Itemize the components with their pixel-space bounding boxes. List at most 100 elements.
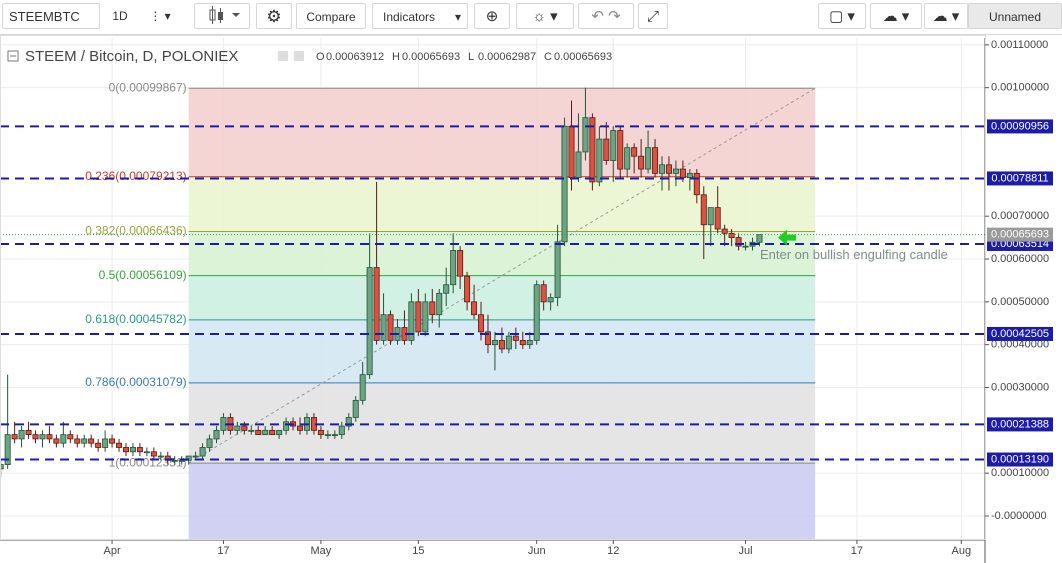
undo-redo[interactable]: ↶ ↷ xyxy=(578,3,634,29)
x-tick-label: 12 xyxy=(607,545,619,557)
candle xyxy=(122,443,129,457)
candle xyxy=(408,293,415,345)
layout-color-button[interactable]: ▢ ▾ xyxy=(818,3,866,29)
symbol-input[interactable]: STEEMBTC xyxy=(2,3,100,29)
candle xyxy=(631,143,638,174)
candle xyxy=(714,186,721,234)
candle xyxy=(471,284,478,319)
candle-body xyxy=(429,301,436,316)
candle xyxy=(129,443,136,457)
ohlc-key: H xyxy=(392,51,400,63)
candle-body xyxy=(171,459,178,462)
candle-body xyxy=(122,447,129,453)
settings-button[interactable]: ⚙ xyxy=(256,3,292,29)
candle xyxy=(380,293,387,345)
candle-body xyxy=(728,232,735,239)
candle-body xyxy=(60,434,67,444)
candle-body xyxy=(241,425,248,431)
candle xyxy=(283,417,290,435)
candle-body xyxy=(464,275,471,303)
candle xyxy=(659,156,666,191)
candle-body xyxy=(519,339,526,346)
candle xyxy=(561,117,568,247)
candle xyxy=(686,169,693,191)
candle-body xyxy=(331,434,338,437)
save-button[interactable]: ☁ ▾ xyxy=(924,3,968,29)
fib-zone xyxy=(188,382,816,464)
candle-body xyxy=(603,138,610,161)
indicators-label: Indicators xyxy=(383,10,436,24)
candle xyxy=(519,331,526,349)
candle xyxy=(547,293,554,311)
indicators-button[interactable]: Indicators ▾ xyxy=(372,3,468,29)
candle xyxy=(32,430,39,444)
candle-body xyxy=(143,451,150,454)
y-tick-label: -0.0000000 xyxy=(991,510,1047,522)
candle xyxy=(415,289,422,337)
candle xyxy=(338,421,345,439)
candle-body xyxy=(359,374,366,401)
y-tick-label: 0.00060000 xyxy=(991,253,1049,265)
candle xyxy=(116,438,123,452)
candle xyxy=(457,246,464,289)
y-tick-label: 0.00110000 xyxy=(991,39,1048,51)
fib-level-label: 0.382(0.00066436) xyxy=(85,224,186,238)
candle-body xyxy=(53,438,60,444)
candle-body xyxy=(248,429,255,432)
candle-body xyxy=(317,429,324,436)
candle-body xyxy=(693,172,700,196)
candle xyxy=(88,434,95,448)
ohlc-value: 0.00065693 xyxy=(402,51,460,63)
candle xyxy=(652,139,659,178)
candle-body xyxy=(387,314,394,341)
candle-body xyxy=(554,241,561,298)
candle xyxy=(352,396,359,422)
y-tick-label: 0.00040000 xyxy=(991,339,1049,351)
y-tick-label: 0.00050000 xyxy=(991,296,1049,308)
candle xyxy=(199,443,206,461)
candle xyxy=(533,280,540,345)
interval-menu[interactable]: ⋮ ▾ xyxy=(140,3,180,29)
candle-body xyxy=(610,130,617,161)
chart-style-button[interactable] xyxy=(194,3,250,29)
candle xyxy=(262,426,269,436)
candle-body xyxy=(700,194,707,226)
fib-zone xyxy=(188,275,816,320)
price-label: 0.00021388 xyxy=(991,418,1049,430)
candle-body xyxy=(491,339,498,346)
fullscreen-button[interactable]: ⤢ xyxy=(638,3,668,29)
layout-name-button[interactable]: Unnamed xyxy=(968,3,1062,29)
candle-body xyxy=(109,438,116,444)
candle-body xyxy=(11,434,18,440)
candle xyxy=(464,271,471,311)
alert-button[interactable]: ⊕ xyxy=(474,3,510,29)
load-button[interactable]: ☁ ▾ xyxy=(870,3,922,29)
candle xyxy=(150,447,157,461)
candle-body xyxy=(624,147,631,170)
price-label: 0.00078811 xyxy=(991,172,1048,184)
candle xyxy=(498,327,505,354)
candle-body xyxy=(443,284,450,294)
interval-button[interactable]: 1D xyxy=(104,3,136,29)
candle-body xyxy=(582,117,589,153)
x-tick-label: 17 xyxy=(851,545,863,557)
ideas-button[interactable]: ☼ ▾ xyxy=(516,3,574,29)
candle xyxy=(436,289,443,328)
compare-button[interactable]: Compare xyxy=(296,3,366,29)
candle-body xyxy=(366,267,373,376)
fib-level-label: 0.786(0.00031079) xyxy=(85,375,186,389)
candle xyxy=(317,426,324,439)
candle xyxy=(359,361,366,405)
candle-body xyxy=(457,250,464,277)
candle-body xyxy=(415,301,422,333)
price-label: 0.00042505 xyxy=(991,328,1049,340)
fib-zone xyxy=(188,176,816,232)
fib-level-label: 0.5(0.00056109) xyxy=(99,268,187,282)
candle-body xyxy=(324,434,331,437)
candle xyxy=(81,434,88,448)
candle-body xyxy=(199,447,206,457)
annotation-arrow xyxy=(778,229,796,246)
candle-body xyxy=(679,168,686,179)
price-label-box xyxy=(987,119,1053,134)
